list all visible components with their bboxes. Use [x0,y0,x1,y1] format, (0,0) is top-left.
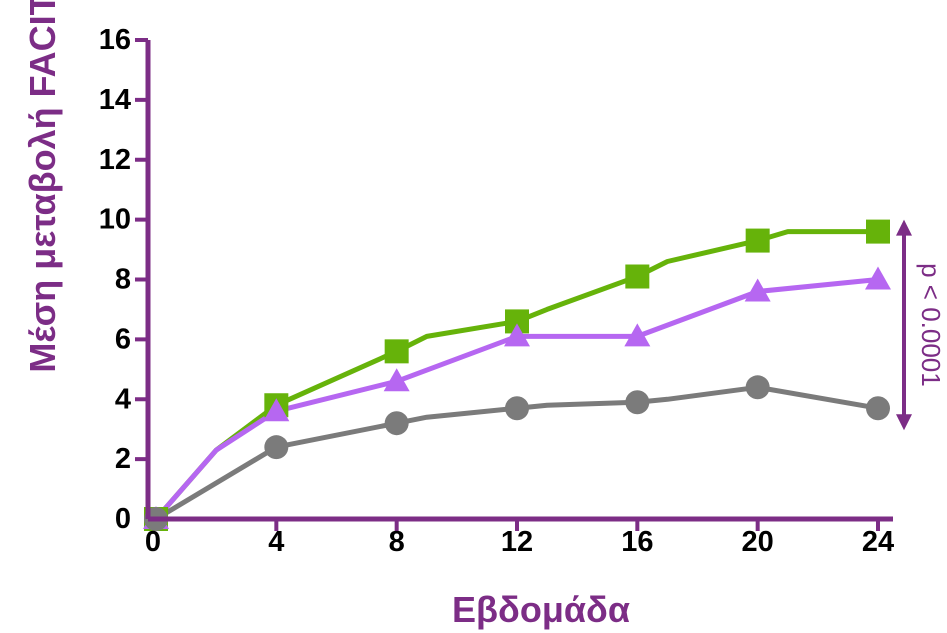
circle-marker [866,396,890,421]
circle-marker [745,375,770,400]
triangle-marker [383,368,410,392]
x-tick-label: 8 [389,526,405,558]
y-tick-label: 16 [99,24,131,56]
x-tick-label: 0 [145,526,161,558]
circle-marker [264,435,289,460]
x-tick-label: 24 [862,526,894,558]
y-tick-label: 14 [99,84,131,116]
square-marker [866,219,890,244]
p-value-label: p < 0.0001 [916,263,946,387]
circle-marker [384,411,409,436]
circle-marker [625,390,650,415]
y-tick-label: 12 [99,144,131,176]
y-tick-label: 0 [115,503,131,535]
y-tick-label: 2 [115,443,131,475]
p-value-annotation: p < 0.0001 [896,219,946,431]
series-line-triangle [153,277,881,522]
square-marker [384,339,409,364]
triangle-marker [263,398,290,422]
square-marker [745,228,770,253]
y-axis-title: Μέση μεταβολή FACIT [22,0,63,373]
triangle-marker [624,323,651,347]
x-tick-label: 4 [268,526,284,558]
y-tick-label: 10 [99,204,131,236]
x-tick-label: 12 [501,526,533,558]
circle-marker [505,396,529,421]
triangle-marker [744,278,771,302]
triangle-marker [865,266,891,290]
series-line-circle [153,384,881,522]
x-axis-title: Εβδομάδα [452,589,630,630]
y-tick-label: 8 [115,264,131,296]
annotation-arrow-up-icon [896,219,912,236]
x-tick-label: 20 [742,526,774,558]
series-line-square [153,229,881,522]
x-tick-label: 16 [621,526,653,558]
annotation-arrow-down-icon [896,414,912,431]
series-layer [143,219,891,531]
square-marker [625,264,650,289]
triangle-marker [504,323,530,347]
y-tick-label: 6 [115,323,131,355]
y-tick-label: 4 [115,383,131,415]
